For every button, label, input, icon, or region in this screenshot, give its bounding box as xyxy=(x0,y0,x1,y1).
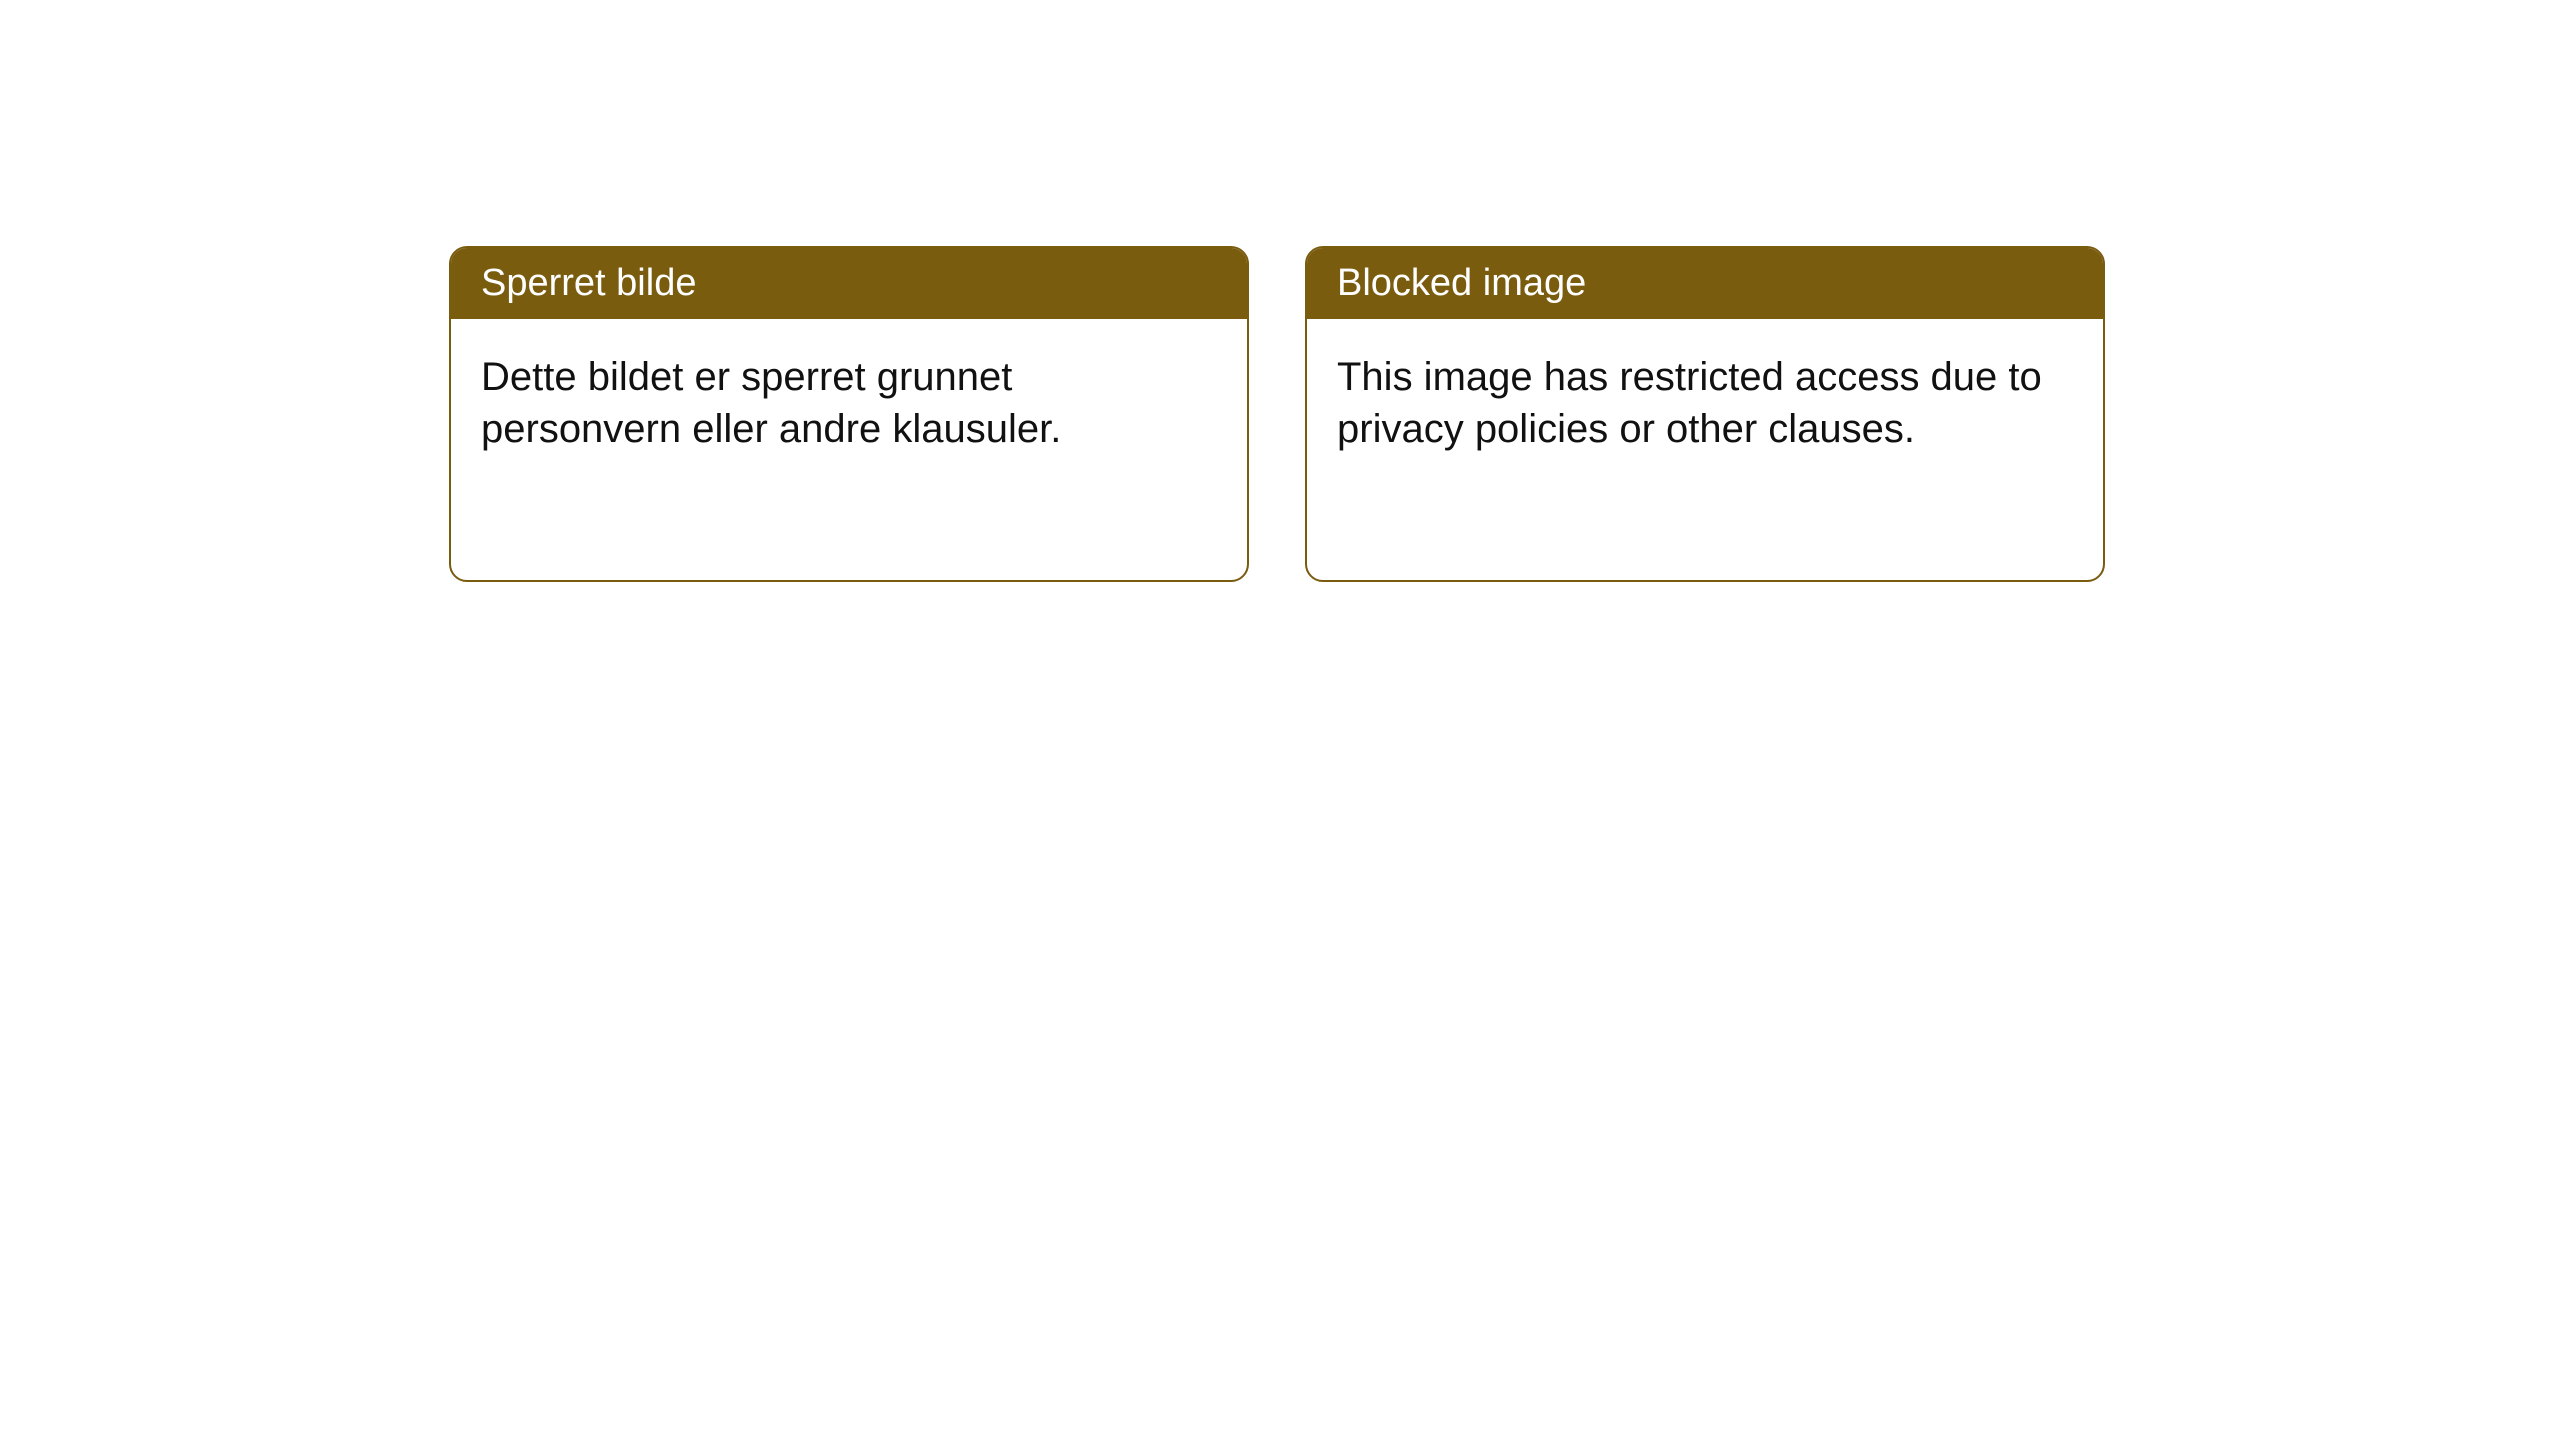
notice-title-norwegian: Sperret bilde xyxy=(481,262,696,304)
notice-text-english: This image has restricted access due to … xyxy=(1337,355,2042,451)
notice-text-norwegian: Dette bildet er sperret grunnet personve… xyxy=(481,355,1061,451)
notice-header-english: Blocked image xyxy=(1307,248,2103,319)
notice-title-english: Blocked image xyxy=(1337,262,1586,304)
notice-body-norwegian: Dette bildet er sperret grunnet personve… xyxy=(451,319,1247,487)
notice-card-english: Blocked image This image has restricted … xyxy=(1305,246,2105,582)
notice-container: Sperret bilde Dette bildet er sperret gr… xyxy=(449,246,2105,582)
notice-card-norwegian: Sperret bilde Dette bildet er sperret gr… xyxy=(449,246,1249,582)
notice-body-english: This image has restricted access due to … xyxy=(1307,319,2103,487)
notice-header-norwegian: Sperret bilde xyxy=(451,248,1247,319)
